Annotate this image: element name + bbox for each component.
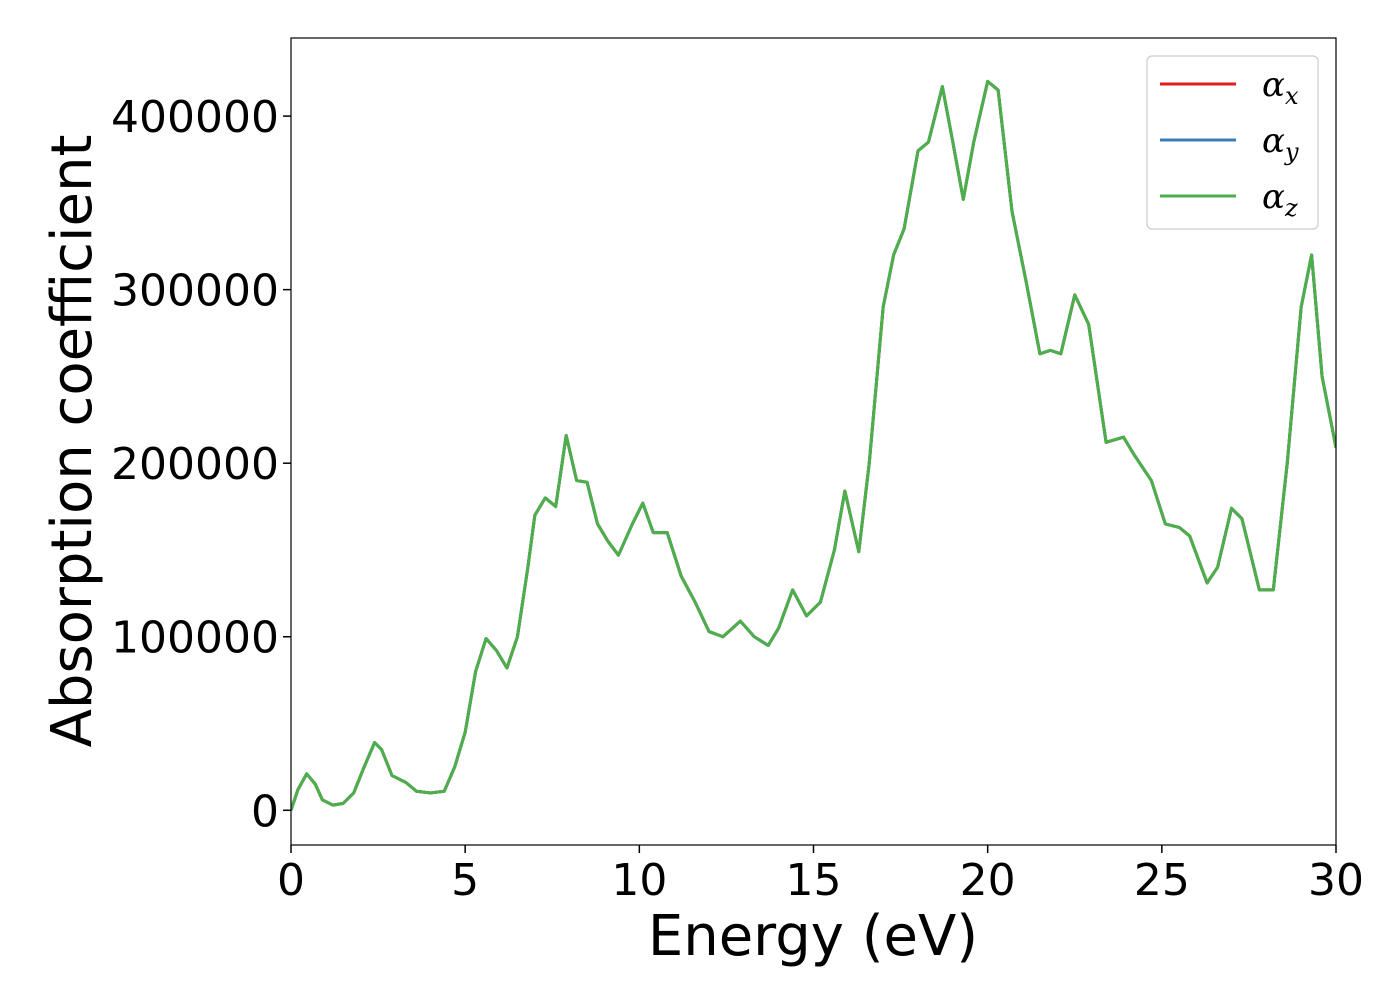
y-axis-label: Absorption coefficient	[40, 135, 105, 748]
x-tick-label: 25	[1134, 855, 1190, 906]
x-tick-label: 20	[960, 855, 1016, 906]
x-tick-label: 5	[451, 855, 479, 906]
legend-label: αz	[1262, 177, 1298, 222]
y-tick-label: 0	[251, 786, 279, 837]
x-axis-label: Energy (eV)	[648, 904, 978, 969]
y-tick-label: 400000	[111, 92, 279, 143]
legend-label: αx	[1262, 65, 1299, 110]
x-tick-label: 0	[277, 855, 305, 906]
legend-label: αy	[1262, 121, 1299, 166]
legend: αx αy αz	[1146, 55, 1319, 230]
y-tick-label: 100000	[111, 613, 279, 664]
x-tick-label: 10	[611, 855, 667, 906]
x-tick-label: 30	[1308, 855, 1364, 906]
plot-frame	[290, 37, 1337, 846]
x-tick-label: 15	[786, 855, 842, 906]
y-tick-label: 300000	[111, 266, 279, 317]
series-line	[291, 79, 1336, 811]
y-tick-label: 200000	[111, 439, 279, 490]
legend-box	[1146, 55, 1319, 230]
